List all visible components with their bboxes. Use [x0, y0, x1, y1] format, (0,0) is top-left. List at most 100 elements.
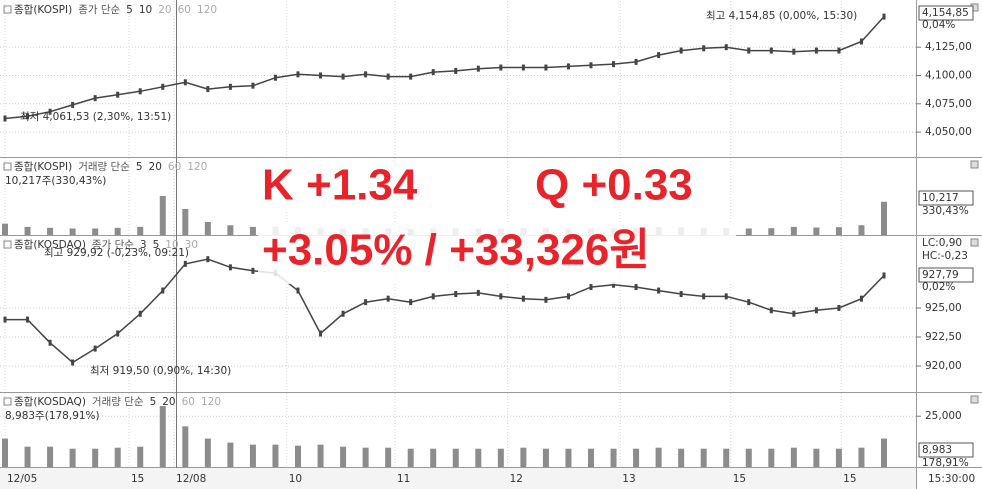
panel-header: 종합(KOSDAQ) 거래량 단순 5 20 60 120	[14, 396, 221, 408]
ma-period: 120	[197, 4, 217, 16]
right-label: 0,02%	[922, 281, 955, 293]
close-box	[970, 395, 979, 404]
extreme-annotation: 최고 4,154,85 (0,00%, 15:30)	[706, 10, 857, 22]
price-point	[679, 47, 683, 54]
price-line	[4, 16, 885, 120]
volume-bar	[633, 448, 640, 467]
price-point	[93, 345, 97, 352]
x-tick-label: 11	[397, 473, 410, 485]
volume-bar	[340, 446, 347, 467]
panel-icon	[3, 162, 12, 171]
overlay-text: +3.05% / +33,326원	[262, 226, 650, 275]
volume-bar	[69, 228, 76, 235]
right-label: 4,154,85	[922, 7, 969, 19]
ma-period: 120	[201, 396, 221, 408]
price-point	[454, 291, 458, 298]
price-point	[3, 115, 7, 122]
price-point	[161, 287, 165, 294]
overlay-text: Q +0.33	[535, 161, 693, 210]
price-point	[161, 83, 165, 90]
price-point	[183, 79, 187, 86]
x-tick-label: 12/05	[7, 473, 37, 485]
right-label: LC:0,90	[922, 237, 962, 249]
volume-bar	[835, 448, 842, 467]
volume-bar	[813, 227, 820, 235]
right-label: 178,91%	[922, 457, 969, 469]
volume-bar	[858, 447, 865, 467]
price-point	[364, 71, 368, 78]
price-point	[476, 65, 480, 72]
volume-bar	[24, 226, 31, 235]
volume-bar	[159, 406, 166, 467]
y-tick-label: 25,000	[925, 410, 962, 422]
price-point	[93, 95, 97, 102]
price-point	[319, 72, 323, 79]
price-point	[296, 287, 300, 294]
x-tick-label: 15	[131, 473, 144, 485]
volume-bar	[745, 448, 752, 467]
volume-bar	[655, 447, 662, 467]
volume-summary: 8,983주(178,91%)	[5, 410, 100, 422]
price-point	[521, 295, 525, 302]
price-point	[792, 48, 796, 55]
volume-bar	[114, 227, 121, 235]
panel-title: 종합(KOSDAQ)	[14, 239, 86, 251]
price-point	[409, 73, 413, 80]
volume-bar	[542, 448, 549, 467]
volume-bar	[295, 445, 301, 467]
header-label: 종가 단순	[92, 239, 134, 251]
current-value-box	[918, 442, 974, 458]
x-tick-label: 15	[733, 473, 746, 485]
price-point	[589, 62, 593, 69]
panel-header: 종합(KOSDAQ) 종가 단순 3 5 10 30	[14, 239, 198, 251]
price-point	[296, 71, 300, 78]
price-point	[769, 47, 773, 54]
volume-bar	[159, 196, 166, 235]
y-tick-label: 920,00	[925, 360, 962, 372]
volume-bar	[92, 228, 99, 235]
ma-period: 5	[150, 396, 157, 408]
volume-bar	[92, 448, 99, 467]
y-tick-label: 925,00	[925, 302, 962, 314]
price-point	[273, 74, 277, 81]
price-point	[183, 260, 187, 267]
volume-bar	[47, 446, 54, 467]
price-point	[48, 108, 52, 115]
price-point	[251, 82, 255, 89]
price-point	[612, 61, 616, 68]
price-point	[26, 316, 30, 323]
price-point	[837, 304, 841, 311]
price-point	[747, 47, 751, 54]
right-label: 10,217	[922, 192, 959, 204]
overlay-backdrop	[530, 160, 730, 212]
x-tick-label: 15	[843, 473, 856, 485]
price-point	[138, 88, 142, 95]
price-point	[71, 101, 75, 108]
volume-bar	[565, 448, 572, 467]
y-tick-label: 4,100,00	[925, 69, 972, 81]
panel-header: 종합(KOSPI) 종가 단순 5 10 20 60 120	[14, 4, 217, 16]
x-tick-label: 12	[510, 473, 523, 485]
x-tick-label: 10	[289, 473, 302, 485]
volume-bar	[249, 444, 256, 467]
volume-bar	[790, 226, 797, 235]
ma-period: 30	[185, 239, 198, 251]
price-point	[431, 293, 435, 300]
volume-bar	[881, 201, 887, 235]
price-point	[702, 45, 706, 52]
volume-bar	[2, 223, 8, 235]
overlay-backdrop	[258, 222, 736, 284]
ma-period: 5	[153, 239, 160, 251]
price-point	[544, 64, 548, 71]
volume-bar	[227, 225, 234, 235]
volume-bar	[204, 438, 211, 467]
price-point	[747, 299, 751, 306]
volume-bar	[497, 448, 504, 467]
panel-icon	[3, 5, 12, 14]
close-box	[970, 160, 979, 169]
ma-period: 60	[168, 161, 181, 173]
price-point	[319, 330, 323, 337]
x-tick-label: 13	[622, 473, 635, 485]
ma-period: 5	[126, 4, 133, 16]
y-tick-label: 922,50	[925, 331, 962, 343]
